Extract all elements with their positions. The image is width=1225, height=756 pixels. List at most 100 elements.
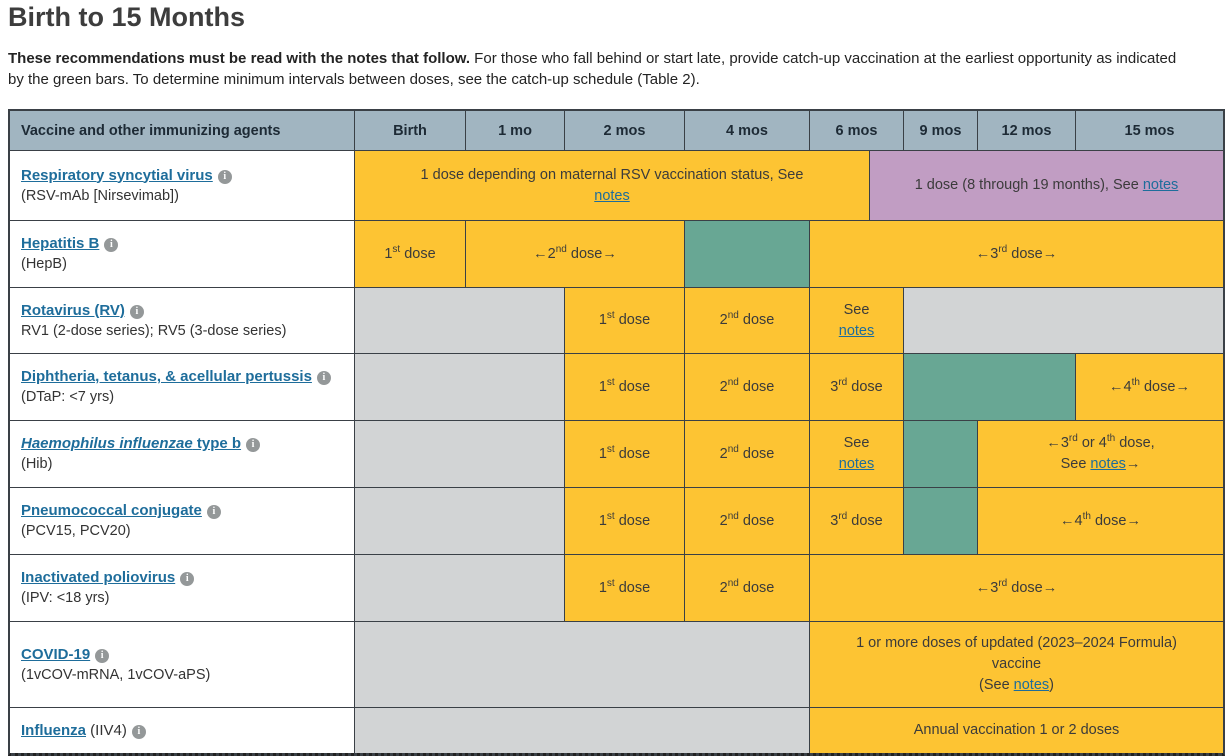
text-segment: ←3 [975,245,999,262]
info-icon[interactable]: i [206,505,221,519]
info-icon[interactable]: i [217,169,232,184]
vaccine-name: Rotavirus (RV) i [21,300,144,321]
vaccine-name: Haemophilus influenzae type b i [21,433,261,454]
info-icon[interactable]: i [180,572,195,586]
hib-gray-bar-0 [355,421,564,487]
ordinal-suffix: nd [727,310,739,322]
text-segment: 1 [598,579,607,596]
table-row-ipv: Inactivated poliovirus i (IPV: <18 yrs) 1st… [10,555,1223,621]
pcv-yellow-bar-5: ←4th dose→ [978,488,1223,554]
table-row-hib: Haemophilus influenzae type b i (Hib) 1st d… [10,421,1223,487]
dtap-green-bar-4 [904,354,1075,420]
table-row-pcv: Pneumococcal conjugate i (PCV15, PCV20) 1st… [10,488,1223,554]
text-segment: dose [738,512,775,529]
info-icon[interactable]: i [104,238,119,252]
notes-link[interactable]: notes [1142,177,1179,193]
pcv-green-bar-4 [904,488,977,554]
vaccine-link-italic[interactable]: Haemophilus influenzae [21,435,193,452]
text-segment: 2 [719,445,728,462]
notes-link[interactable]: notes [1013,677,1050,693]
text-segment: dose [738,579,775,596]
info-icon[interactable]: i [246,438,261,452]
ordinal-suffix: st [606,376,615,388]
covid19-yellow-bar-1: 1 or more doses of updated (2023–2024 Fo… [810,622,1223,707]
hepb-yellow-bar-0: 1st dose [355,221,465,287]
vaccine-link[interactable]: Pneumococcal conjugate [21,502,202,519]
vaccine-name: Diphtheria, tetanus, & acellular pertuss… [21,366,331,387]
vaccine-label-rotavirus: Rotavirus (RV) i RV1 (2-dose series); RV5 … [10,288,354,353]
text-segment: dose→ [566,245,617,262]
text-segment: dose→ [1007,579,1058,596]
dose-text: 1st dose [599,444,650,465]
text-segment: dose→ [1007,245,1058,262]
vaccine-link[interactable]: Diphtheria, tetanus, & acellular pertuss… [21,368,312,385]
notes-link[interactable]: notes [594,187,630,204]
dose-text: notes [839,454,874,475]
text-segment: dose [614,312,651,328]
column-header-1-mo: 1 mo [466,111,564,150]
column-header-12-mos: 12 mos [978,111,1075,150]
dose-text: 1st dose [599,578,650,599]
ordinal-suffix: th [1131,376,1140,388]
text-segment: ) [1049,677,1054,693]
text-segment: 1 [384,245,393,262]
text-segment: dose [614,378,651,395]
info-icon[interactable]: i [316,371,331,385]
info-icon[interactable]: i [95,648,110,663]
intro-rest: For those who fall behind or start late,… [8,50,1177,88]
dose-text: 2nd dose [720,310,775,331]
info-icon[interactable]: i [131,725,146,739]
dose-text: 2nd dose [720,578,775,599]
dose-text: 1st dose [599,511,650,532]
vaccine-sublabel: (PCV15, PCV20) [21,523,131,539]
column-header-15-mos: 15 mos [1076,111,1223,150]
info-icon[interactable]: i [129,304,144,319]
ordinal-suffix: st [606,510,615,522]
ipv-gray-bar-0 [355,555,564,621]
vaccine-link[interactable]: type b [192,435,242,452]
text-segment: See [843,435,870,451]
rotavirus-gray-bar-4 [904,288,1223,353]
vaccine-link[interactable]: Rotavirus (RV) [21,301,125,319]
vaccine-link[interactable]: Influenza [21,722,87,739]
text-segment: dose→ [1139,378,1190,395]
dose-text: notes [839,321,874,342]
text-segment: (IIV4) [86,722,127,739]
dose-text: notes [594,186,629,207]
vaccine-label-hepb: Hepatitis B i (HepB) [10,221,354,287]
ordinal-suffix: st [606,443,615,455]
column-header-4-mos: 4 mos [685,111,809,150]
vaccine-name: COVID-19 i [21,644,110,665]
vaccine-link[interactable]: Inactivated poliovirus [21,569,176,586]
hepb-yellow-bar-3: ←3rd dose→ [810,221,1223,287]
vaccine-name: Respiratory syncytial virus i [21,165,232,186]
text-segment: vaccine [991,656,1042,672]
ordinal-suffix: rd [998,577,1008,589]
text-segment: See [1060,456,1091,472]
text-segment: See [843,301,870,318]
text-segment: or 4 [1077,435,1107,451]
text-segment: dose [738,445,775,462]
intro-bold-sentence: These recommendations must be read with … [8,50,471,67]
vaccine-link[interactable]: COVID-19 [21,645,91,663]
ordinal-suffix: rd [838,376,848,388]
notes-link[interactable]: notes [1090,456,1126,472]
ordinal-suffix: nd [727,577,739,589]
notes-link[interactable]: notes [838,322,875,339]
ordinal-suffix: nd [727,443,739,455]
text-segment: 3 [830,378,839,395]
pcv-yellow-bar-2: 2nd dose [685,488,809,554]
vaccine-link[interactable]: Hepatitis B [21,235,100,252]
text-segment: 3 [830,512,839,529]
vaccine-sublabel: RV1 (2-dose series); RV5 (3-dose series) [21,322,287,339]
rotavirus-yellow-bar-3: See notes [810,288,903,353]
vaccine-name: Pneumococcal conjugate i [21,500,221,521]
notes-link[interactable]: notes [838,456,875,472]
dtap-yellow-bar-5: ←4th dose→ [1076,354,1223,420]
dose-text: 1st dose [599,310,650,331]
dtap-gray-bar-0 [355,354,564,420]
influenza-yellow-bar-1: Annual vaccination 1 or 2 doses [810,708,1223,753]
column-header-6-mos: 6 mos [810,111,903,150]
dose-text: Annual vaccination 1 or 2 doses [914,720,1120,741]
vaccine-link[interactable]: Respiratory syncytial virus [21,166,213,184]
